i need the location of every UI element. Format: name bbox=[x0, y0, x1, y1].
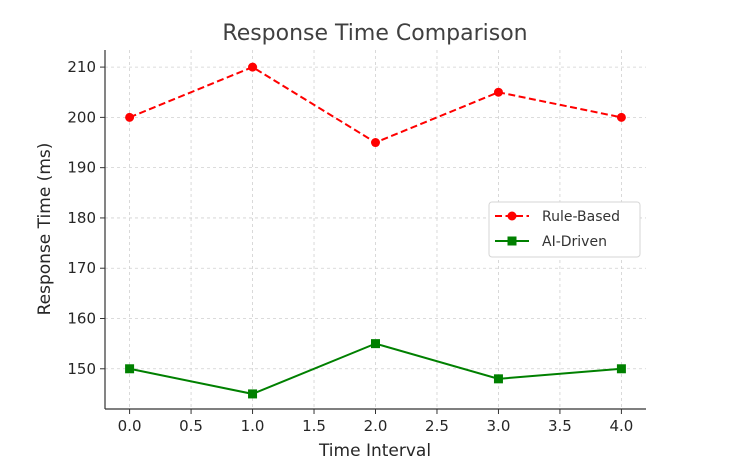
series-group bbox=[125, 62, 626, 399]
x-tick-label: 1.5 bbox=[302, 417, 326, 435]
y-axis-label: Response Time (ms) bbox=[35, 143, 55, 316]
x-tick-label: 2.0 bbox=[364, 417, 388, 435]
legend: Rule-Based AI-Driven bbox=[488, 201, 641, 258]
y-tick-label: 170 bbox=[67, 259, 96, 277]
y-tick-label: 210 bbox=[67, 58, 96, 76]
legend-label: Rule-Based bbox=[542, 209, 620, 225]
x-axis-label: Time Interval bbox=[318, 441, 431, 461]
chart-title: Response Time Comparison bbox=[222, 21, 527, 46]
data-point bbox=[371, 339, 380, 349]
data-point bbox=[248, 62, 258, 72]
legend-label: AI-Driven bbox=[542, 234, 607, 250]
axes: 0.0 0.5 1.0 1.5 2.0 2.5 3.0 3.5 4.0 150 160 170 180 1… bbox=[67, 50, 646, 435]
data-point bbox=[371, 138, 380, 148]
data-point bbox=[125, 364, 135, 374]
data-point bbox=[616, 364, 626, 374]
x-tick-label: 0.5 bbox=[179, 417, 203, 435]
data-point bbox=[248, 389, 258, 399]
data-point bbox=[493, 374, 503, 384]
y-tick-label: 180 bbox=[67, 209, 96, 227]
gridlines bbox=[105, 50, 646, 409]
data-point bbox=[616, 112, 626, 122]
y-tick-label: 150 bbox=[67, 360, 96, 378]
x-tick-label: 1.0 bbox=[241, 417, 265, 435]
y-tick-label: 190 bbox=[67, 159, 96, 177]
x-tick-label: 3.5 bbox=[548, 417, 572, 435]
x-tick-label: 4.0 bbox=[609, 417, 633, 435]
x-tick-label: 3.0 bbox=[487, 417, 511, 435]
data-point bbox=[125, 112, 135, 122]
y-tick-label: 160 bbox=[67, 309, 96, 327]
data-point bbox=[493, 87, 503, 97]
x-tick-label: 0.0 bbox=[118, 417, 142, 435]
y-tick-label: 200 bbox=[67, 108, 96, 126]
legend-marker bbox=[507, 236, 517, 246]
legend-marker bbox=[507, 211, 517, 221]
x-tick-label: 2.5 bbox=[425, 417, 449, 435]
series-rule-based bbox=[125, 62, 626, 148]
series-ai-driven bbox=[125, 339, 626, 399]
